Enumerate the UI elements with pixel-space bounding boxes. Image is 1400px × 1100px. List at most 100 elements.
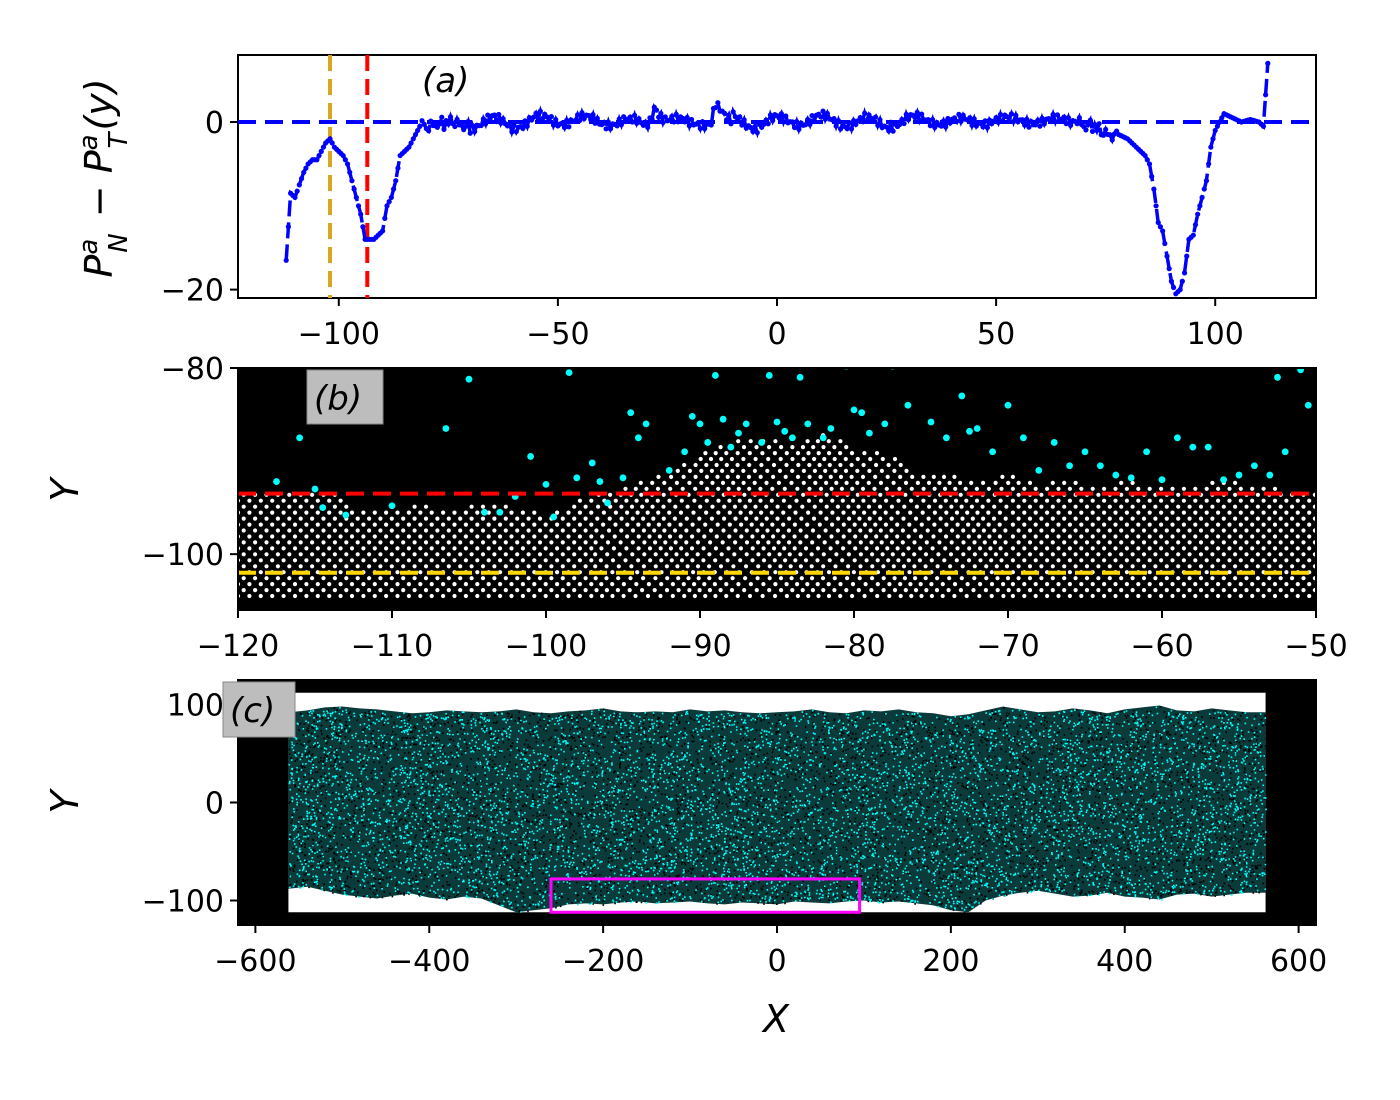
crystal-particle — [607, 516, 612, 521]
crystal-particle — [355, 516, 360, 521]
pressure-data-point — [671, 119, 677, 125]
crystal-particle — [275, 552, 280, 557]
pressure-data-point — [872, 114, 879, 120]
crystal-particle — [292, 546, 298, 551]
crystal-particle — [738, 510, 743, 515]
crystal-particle — [901, 564, 907, 569]
crystal-particle — [1102, 498, 1107, 503]
crystal-particle — [997, 534, 1003, 539]
crystal-particle — [1198, 588, 1204, 593]
crystal-particle — [492, 504, 497, 509]
crystal-particle — [292, 593, 298, 599]
crystal-particle — [758, 474, 763, 479]
pressure-data-point — [1011, 118, 1017, 125]
x-tick-label: −400 — [388, 944, 470, 979]
crystal-particle — [1176, 492, 1181, 497]
crystal-particle — [298, 504, 303, 509]
crystal-particle — [577, 582, 583, 587]
crystal-particle — [520, 534, 526, 539]
crystal-particle — [989, 593, 994, 599]
crystal-particle — [719, 456, 724, 462]
crystal-particle — [685, 564, 690, 569]
crystal-particle — [423, 588, 429, 593]
crystal-particle — [712, 582, 718, 587]
crystal-particle — [1062, 552, 1067, 557]
crystal-particle — [889, 516, 894, 521]
crystal-particle — [870, 576, 875, 581]
crystal-particle — [247, 522, 252, 527]
crystal-particle — [946, 588, 951, 593]
crystal-particle — [835, 528, 841, 533]
crystal-particle — [601, 522, 606, 527]
crystal-particle — [304, 558, 309, 563]
crystal-particle — [310, 588, 315, 593]
crystal-particle — [281, 546, 286, 551]
crystal-particle — [900, 540, 905, 545]
pressure-data-point — [353, 194, 359, 201]
crystal-particle — [372, 522, 377, 527]
crystal-particle — [716, 498, 721, 503]
crystal-particle — [452, 582, 457, 587]
x-tick-label: 200 — [922, 944, 979, 979]
crystal-particle — [862, 593, 867, 599]
crystal-particle — [475, 510, 480, 515]
crystal-particle — [1233, 552, 1238, 557]
crystal-particle — [653, 552, 658, 557]
crystal-particle — [349, 558, 355, 563]
crystal-particle — [566, 546, 571, 551]
crystal-particle — [647, 534, 652, 539]
crystal-particle — [656, 522, 662, 527]
pressure-data-point — [824, 110, 830, 117]
crystal-particle — [1010, 582, 1016, 587]
pressure-data-point — [1054, 112, 1061, 118]
pressure-data-point — [862, 110, 868, 116]
pressure-data-point — [940, 118, 947, 124]
crystal-particle — [275, 504, 280, 509]
crystal-particle — [828, 474, 833, 479]
crystal-particle — [1141, 504, 1147, 509]
pressure-data-point — [1199, 194, 1205, 201]
crystal-particle — [281, 593, 286, 599]
crystal-particle — [862, 451, 867, 456]
crystal-particle — [679, 558, 685, 563]
crystal-particle — [253, 504, 258, 509]
crystal-particle — [907, 522, 912, 527]
crystal-particle — [953, 486, 958, 491]
pressure-data-point — [967, 115, 973, 121]
pressure-data-point — [890, 128, 896, 134]
crystal-particle — [1016, 504, 1021, 509]
crystal-particle — [589, 510, 594, 515]
crystal-particle — [1221, 588, 1226, 593]
crystal-particle — [827, 558, 832, 563]
crystal-particle — [1062, 540, 1067, 545]
crystal-particle — [851, 510, 857, 515]
crystal-particle — [835, 504, 841, 509]
x-tick-label: 400 — [1096, 944, 1153, 979]
crystal-particle — [980, 504, 985, 509]
crystal-particle — [699, 480, 704, 485]
pressure-data-point — [522, 118, 528, 124]
crystal-particle — [969, 480, 974, 485]
crystal-particle — [412, 504, 417, 509]
pressure-data-point — [925, 117, 931, 123]
crystal-particle — [858, 540, 863, 545]
crystal-particle — [429, 593, 434, 599]
crystal-particle — [1119, 564, 1124, 569]
pressure-data-point — [1216, 119, 1223, 125]
crystal-particle — [543, 546, 548, 551]
crystal-particle — [555, 522, 560, 527]
crystal-particle — [281, 534, 286, 539]
crystal-particle — [1193, 593, 1198, 599]
crystal-particle — [908, 582, 913, 587]
crystal-particle — [670, 593, 675, 599]
crystal-particle — [667, 522, 672, 527]
crystal-particle — [532, 534, 537, 539]
pressure-data-point — [452, 123, 458, 130]
crystal-particle — [684, 552, 689, 557]
crystal-particle — [776, 540, 781, 545]
crystal-particle — [693, 462, 698, 468]
crystal-particle — [503, 528, 508, 533]
pressure-data-point — [509, 129, 515, 135]
crystal-particle — [971, 588, 976, 593]
crystal-particle — [258, 582, 263, 587]
